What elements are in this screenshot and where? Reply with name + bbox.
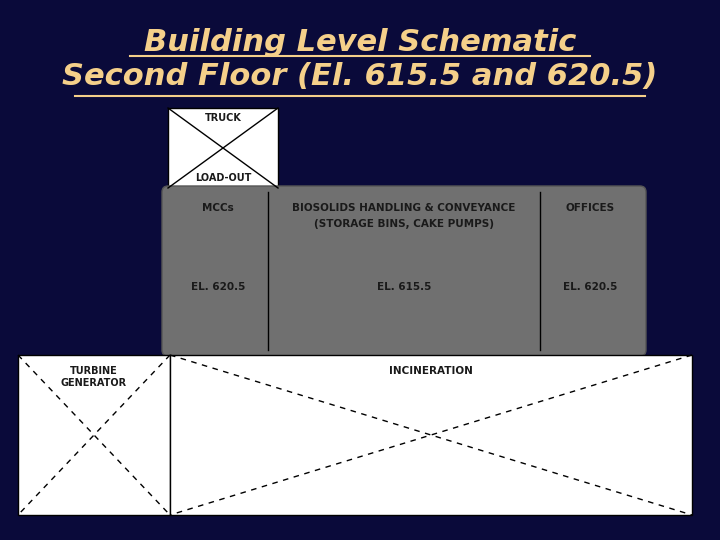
Text: OFFICES: OFFICES <box>565 203 615 213</box>
Text: TRUCK: TRUCK <box>204 113 241 123</box>
Text: EL. 620.5: EL. 620.5 <box>191 282 246 292</box>
Text: EL. 620.5: EL. 620.5 <box>563 282 617 292</box>
Text: MCCs: MCCs <box>202 203 234 213</box>
Text: LOAD-OUT: LOAD-OUT <box>195 173 251 183</box>
Text: EL. 615.5: EL. 615.5 <box>377 282 431 292</box>
Text: INCINERATION: INCINERATION <box>389 366 473 376</box>
Text: Second Floor (El. 615.5 and 620.5): Second Floor (El. 615.5 and 620.5) <box>63 62 657 91</box>
Text: BIOSOLIDS HANDLING & CONVEYANCE: BIOSOLIDS HANDLING & CONVEYANCE <box>292 203 516 213</box>
Bar <box>18 355 170 515</box>
Text: TURBINE
GENERATOR: TURBINE GENERATOR <box>61 366 127 388</box>
FancyBboxPatch shape <box>162 186 646 356</box>
Bar <box>170 355 692 515</box>
Text: (STORAGE BINS, CAKE PUMPS): (STORAGE BINS, CAKE PUMPS) <box>314 219 494 229</box>
Text: Building Level Schematic: Building Level Schematic <box>144 28 576 57</box>
Bar <box>168 108 278 188</box>
